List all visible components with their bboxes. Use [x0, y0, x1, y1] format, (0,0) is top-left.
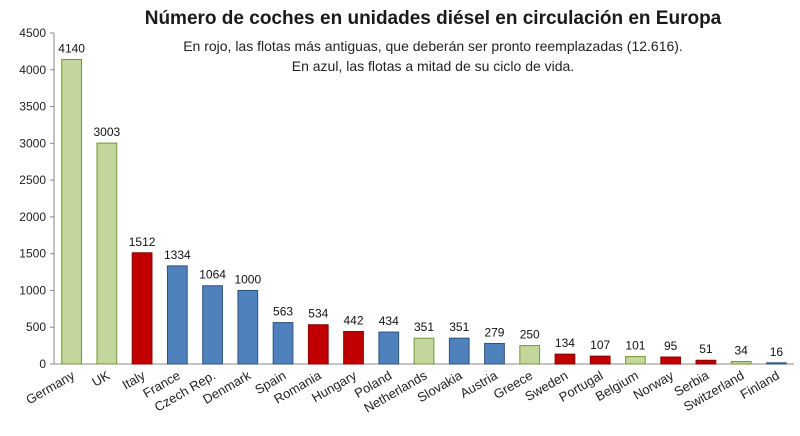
bar — [272, 322, 294, 365]
bar — [131, 252, 153, 365]
bar — [307, 324, 329, 365]
y-tick-label: 4000 — [19, 63, 46, 77]
bar — [378, 331, 400, 365]
x-tick-label: UK — [89, 367, 112, 389]
bar — [343, 330, 364, 365]
y-tick-label: 4500 — [19, 26, 46, 40]
value-label-layer: 4140 3003 1512 1334 1064 1000 563 534 442 434 351 3… — [58, 41, 783, 358]
bar — [695, 359, 717, 365]
axis-layer: 0 500 1000 1500 2000 2500 3000 3500 4000 4500 — [19, 26, 794, 371]
bar — [660, 356, 682, 365]
bar-value-label: 1334 — [164, 248, 191, 262]
bar-value-label: 3003 — [94, 125, 121, 139]
bar — [413, 337, 435, 365]
x-tick-label: Norway — [630, 367, 676, 402]
x-tick-label: Finland — [737, 368, 781, 402]
y-tick-label: 500 — [26, 320, 46, 334]
bar-value-label: 16 — [770, 345, 784, 359]
bar-value-label: 442 — [344, 313, 364, 327]
bar-value-label: 1000 — [234, 272, 261, 286]
bar-layer — [61, 58, 787, 365]
bar-value-label: 1064 — [199, 268, 226, 282]
bar — [61, 58, 82, 365]
y-tick-label: 3500 — [19, 100, 46, 114]
bar-value-label: 250 — [520, 328, 540, 342]
y-tick-label: 1000 — [19, 283, 46, 297]
bar-value-label: 4140 — [58, 41, 85, 55]
bar — [202, 285, 223, 365]
y-tick-label: 3000 — [19, 136, 46, 150]
bar — [96, 142, 118, 365]
bar-value-label: 101 — [625, 339, 645, 353]
bar — [625, 356, 646, 365]
bar-value-label: 563 — [273, 305, 293, 319]
bar — [448, 337, 470, 365]
y-tick-label: 1500 — [19, 247, 46, 261]
y-tick-label: 0 — [39, 357, 46, 371]
bar — [766, 362, 787, 365]
bar-value-label: 434 — [379, 314, 399, 328]
bar-value-label: 534 — [308, 307, 328, 321]
bar-value-label: 134 — [555, 336, 575, 350]
bar-value-label: 351 — [449, 320, 469, 334]
y-tick-label: 2000 — [19, 210, 46, 224]
bar-value-label: 107 — [590, 338, 610, 352]
bar — [589, 355, 611, 365]
bar — [519, 345, 541, 365]
bar-value-label: 1512 — [129, 235, 156, 249]
bar — [237, 289, 259, 365]
bar-value-label: 34 — [734, 343, 748, 357]
bar — [484, 342, 505, 365]
chart-title: Número de coches en unidades diésel en c… — [144, 8, 722, 29]
chart-subtitle-line-1: En rojo, las flotas más antiguas, que de… — [183, 38, 683, 54]
bar-value-label: 351 — [414, 320, 434, 334]
bar — [166, 265, 188, 365]
chart-subtitle-line-2: En azul, las flotas a mitad de su ciclo … — [291, 58, 575, 74]
bar — [730, 360, 752, 365]
bar-value-label: 51 — [699, 342, 713, 356]
y-tick-label: 2500 — [19, 173, 46, 187]
x-tick-label: Germany — [23, 367, 77, 407]
bar-value-label: 95 — [664, 339, 678, 353]
bar-value-label: 279 — [484, 325, 504, 339]
bar — [554, 353, 576, 365]
